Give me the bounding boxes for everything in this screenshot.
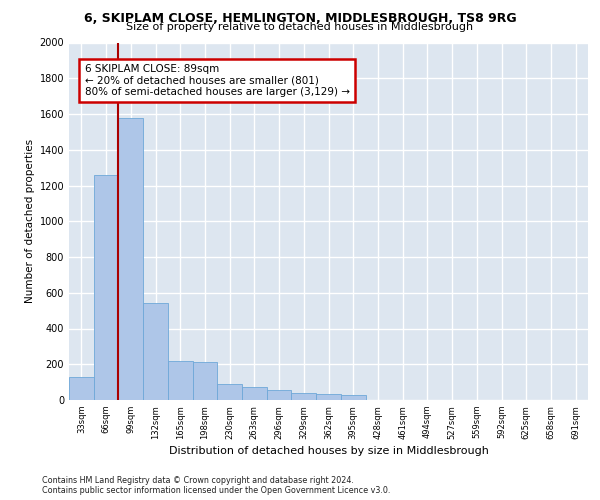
Bar bbox=[316, 394, 341, 400]
Bar bbox=[341, 394, 365, 400]
Bar bbox=[267, 390, 292, 400]
X-axis label: Distribution of detached houses by size in Middlesbrough: Distribution of detached houses by size … bbox=[169, 446, 488, 456]
Text: 6, SKIPLAM CLOSE, HEMLINGTON, MIDDLESBROUGH, TS8 9RG: 6, SKIPLAM CLOSE, HEMLINGTON, MIDDLESBRO… bbox=[83, 12, 517, 26]
Bar bbox=[69, 377, 94, 400]
Bar bbox=[94, 175, 118, 400]
Bar bbox=[242, 386, 267, 400]
Text: Size of property relative to detached houses in Middlesbrough: Size of property relative to detached ho… bbox=[127, 22, 473, 32]
Y-axis label: Number of detached properties: Number of detached properties bbox=[25, 139, 35, 304]
Bar bbox=[193, 362, 217, 400]
Bar bbox=[217, 384, 242, 400]
Text: 6 SKIPLAM CLOSE: 89sqm
← 20% of detached houses are smaller (801)
80% of semi-de: 6 SKIPLAM CLOSE: 89sqm ← 20% of detached… bbox=[85, 64, 350, 97]
Bar bbox=[143, 304, 168, 400]
Bar bbox=[292, 393, 316, 400]
Bar bbox=[118, 118, 143, 400]
Bar bbox=[168, 360, 193, 400]
Text: Contains HM Land Registry data © Crown copyright and database right 2024.
Contai: Contains HM Land Registry data © Crown c… bbox=[42, 476, 391, 495]
